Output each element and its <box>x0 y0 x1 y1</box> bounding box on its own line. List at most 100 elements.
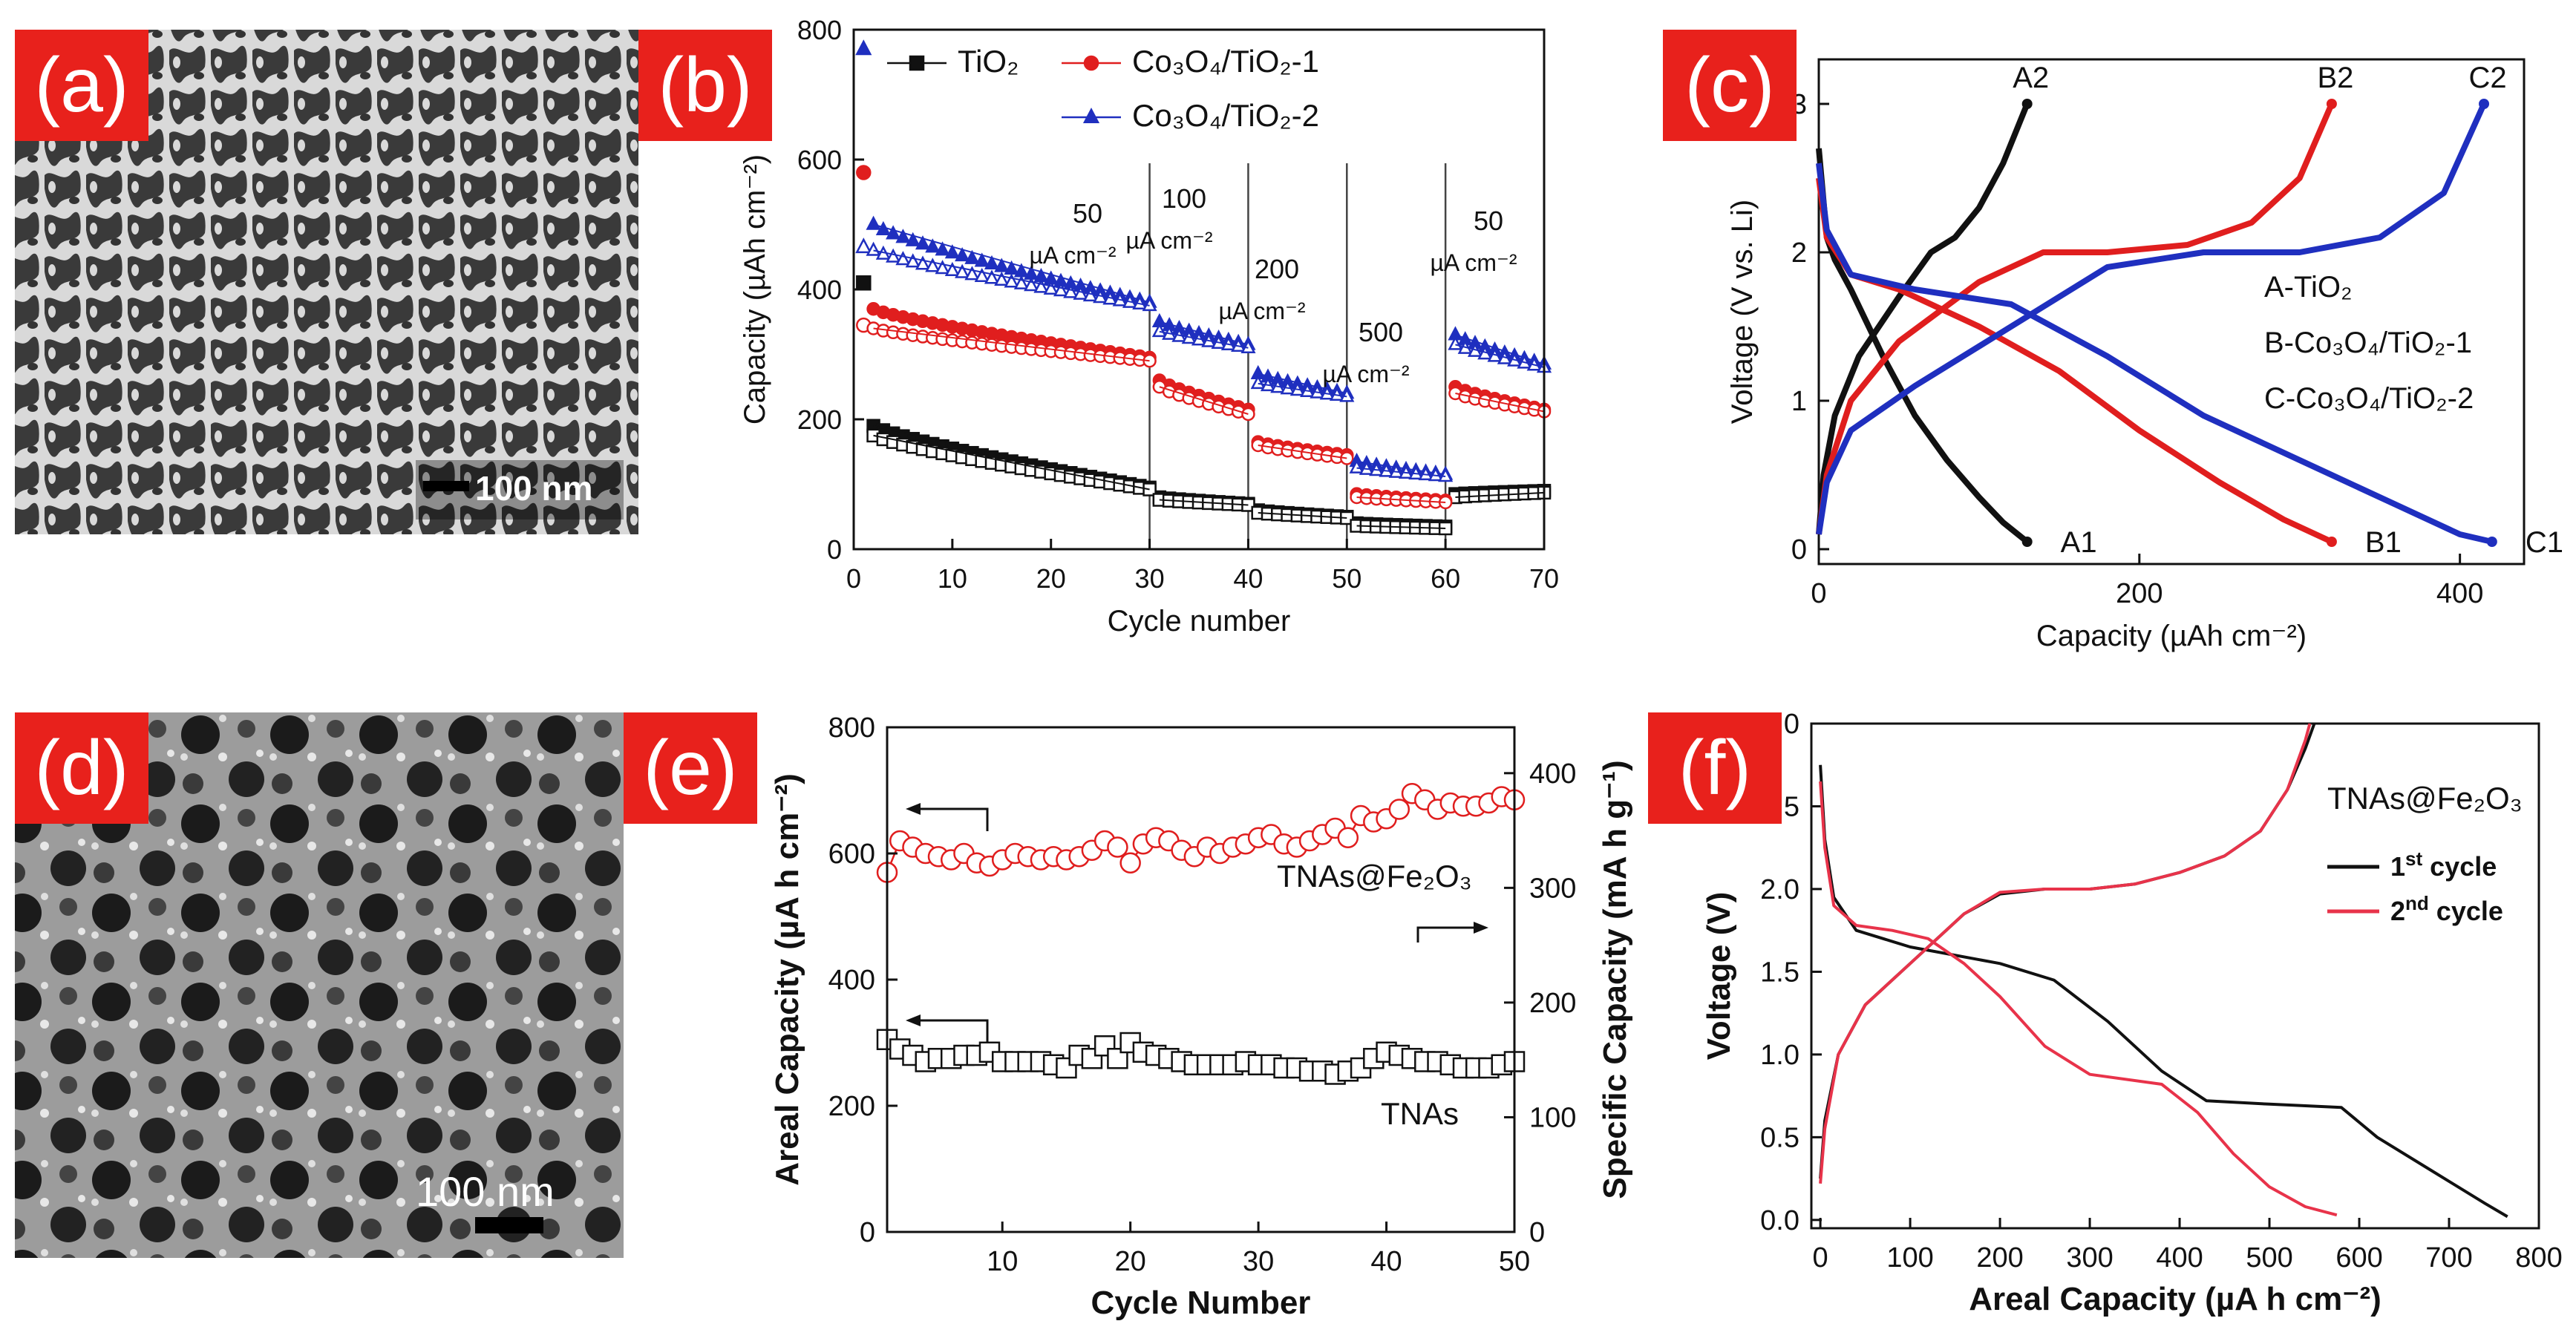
data-point <box>974 267 990 282</box>
scale-bar <box>423 481 469 491</box>
data-point <box>984 269 1000 284</box>
series-square-open <box>866 428 1552 536</box>
data-point <box>964 266 980 281</box>
curve-line <box>1819 764 2508 1219</box>
series-line <box>1159 330 1249 349</box>
x-tick-label: 300 <box>2066 1242 2113 1273</box>
x-tick-label: 0 <box>1811 578 1826 609</box>
series-triangle-open <box>855 237 1552 482</box>
series-line <box>1258 512 1347 519</box>
legend-label: C-Co₃O₄/TiO₂-2 <box>2264 382 2474 415</box>
curve-endpoint <box>2479 99 2490 109</box>
y-axis-label: Capacity (µAh cm⁻²) <box>739 154 771 424</box>
y-tick-label: 400 <box>797 275 842 305</box>
data-point <box>925 258 941 272</box>
rate-annotation: 200 <box>1255 254 1299 284</box>
curve-end-label: B1 <box>2365 526 2402 559</box>
data-point <box>994 271 1010 286</box>
panel-label-a: (a) <box>15 30 148 141</box>
data-point <box>935 260 950 275</box>
curve-A2: A2 <box>1816 62 2049 535</box>
series-line <box>1159 386 1249 415</box>
y-right-axis-label: Specific Capacity (mA h g⁻¹) <box>1597 760 1633 1199</box>
legend-label: A-TiO₂ <box>2264 271 2352 304</box>
curve-end-label: A1 <box>2061 526 2097 559</box>
y-tick-label: 2 <box>1791 237 1807 269</box>
series-line <box>1258 373 1347 394</box>
curve-line <box>1816 148 2030 545</box>
y-tick-label: 2.0 <box>1760 874 1799 905</box>
rate-annotation: 50 <box>1073 198 1102 229</box>
data-point <box>1107 836 1128 858</box>
x-tick-label: 500 <box>2246 1242 2292 1273</box>
data-point <box>905 253 921 268</box>
x-tick-label: 0 <box>846 563 861 594</box>
y-axis-label: Voltage (V) <box>1701 892 1737 1061</box>
arrowhead <box>906 803 921 815</box>
y-tick-label: 0 <box>860 1217 875 1248</box>
x-axis-label: Areal Capacity (µA h cm⁻²) <box>1969 1281 2382 1317</box>
rate-annotation-unit: µA cm⁻² <box>1322 361 1409 387</box>
curve-endpoint <box>2326 99 2337 109</box>
legend-marker <box>909 55 925 71</box>
rate-annotation: 100 <box>1162 183 1206 214</box>
curve-end-label: C1 <box>2526 526 2563 559</box>
data-point <box>1337 827 1359 848</box>
x-tick-label: 60 <box>1431 563 1460 594</box>
x-axis-label: Capacity (µAh cm⁻²) <box>2036 620 2307 652</box>
right-arrow-icon <box>1416 926 1474 943</box>
y-tick-label: 800 <box>828 712 875 744</box>
curve-endpoint <box>2486 537 2497 547</box>
series-line <box>1356 460 1446 476</box>
series-line <box>1455 491 1545 498</box>
y-tick-label: 1 <box>1791 386 1807 417</box>
curve-C1: C1 <box>1816 163 2563 559</box>
x-tick-label: 200 <box>1976 1242 2023 1273</box>
series-line <box>1159 499 1249 506</box>
data-point <box>855 39 872 56</box>
rate-annotation: 50 <box>1474 206 1503 236</box>
legend-label: Co₃O₄/TiO₂-1 <box>1132 44 1319 79</box>
x-tick-label: 30 <box>1243 1246 1274 1277</box>
curve-endpoint <box>2021 99 2033 109</box>
x-tick-label: 20 <box>1115 1246 1146 1277</box>
series-line <box>1455 344 1545 368</box>
curve-end-label: B2 <box>2317 62 2353 94</box>
svg-text:(c): (c) <box>1684 42 1774 128</box>
data-point <box>886 248 901 263</box>
svg-text:(d): (d) <box>34 725 128 811</box>
legend-sup: nd <box>2405 892 2429 914</box>
scale-bar <box>475 1217 543 1233</box>
curve-line <box>1816 163 2493 545</box>
data-point <box>944 244 960 259</box>
x-tick-label: 50 <box>1499 1246 1530 1277</box>
data-point <box>994 258 1010 272</box>
series-line <box>1159 321 1249 346</box>
y-right-tick-label: 0 <box>1529 1217 1545 1248</box>
data-point <box>895 229 911 243</box>
curve-line <box>1816 102 2487 535</box>
series-circle <box>876 783 1526 883</box>
curve-line <box>1816 102 2030 535</box>
data-point <box>935 241 950 256</box>
x-tick-label: 30 <box>1135 563 1165 594</box>
series-line <box>1356 467 1446 477</box>
data-point <box>895 251 911 266</box>
data-point <box>1053 282 1069 297</box>
series-annotation: TNAs <box>1381 1096 1459 1131</box>
y-tick-label: 0 <box>827 534 842 565</box>
series-line <box>873 308 1150 358</box>
series-line <box>1455 334 1545 365</box>
legend-label: 2nd cycle <box>2390 892 2503 926</box>
data-point <box>1151 322 1167 338</box>
chart-e-plot: 10 20 30 40 5002004006008000100200300400TNAs… <box>769 712 1633 1321</box>
data-point <box>886 225 901 240</box>
arrowhead <box>1474 922 1488 934</box>
series-line <box>1356 496 1446 503</box>
legend-label: B-Co₃O₄/TiO₂-1 <box>2264 327 2472 359</box>
legend-marker <box>1083 55 1099 71</box>
y-tick-label: 1.0 <box>1760 1040 1799 1071</box>
chart-b-plot: 0 10 20 30 40 50 60 70 0 200 400 600 800 Cycle number… <box>739 15 1559 637</box>
data-point <box>925 238 941 253</box>
rate-annotation-unit: µA cm⁻² <box>1430 249 1517 276</box>
